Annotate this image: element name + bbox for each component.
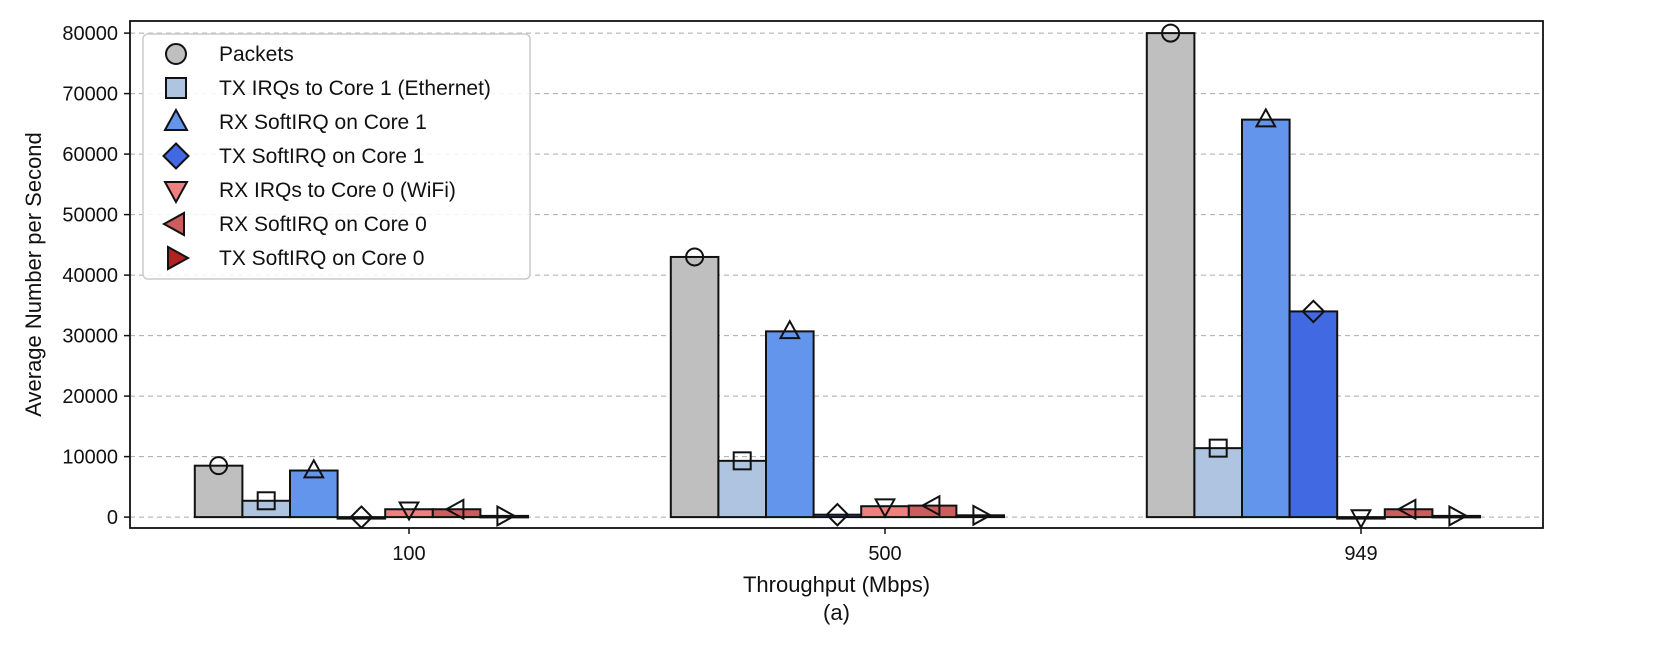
bar-marker [1301, 299, 1326, 324]
y-tick-label: 70000 [62, 84, 118, 106]
x-tick-label: 500 [868, 543, 901, 565]
bar [1383, 508, 1434, 519]
legend-marker [167, 245, 191, 271]
y-tick-label: 10000 [62, 447, 118, 469]
bar-marker [972, 504, 993, 527]
y-tick-label: 0 [107, 507, 118, 529]
bar-marker [778, 319, 801, 340]
y-tick-label: 50000 [62, 205, 118, 227]
bar-marker [920, 494, 941, 517]
legend-marker [162, 142, 190, 170]
bar [669, 255, 720, 519]
bar [336, 516, 387, 520]
bar-marker [1208, 438, 1228, 458]
legend-label: RX SoftIRQ on Core 0 [219, 213, 427, 236]
legend-label: Packets [219, 43, 294, 66]
bar [1193, 447, 1244, 519]
bar [765, 330, 815, 519]
legend-marker [165, 43, 187, 65]
bar [812, 513, 863, 519]
bar-marker [1448, 504, 1469, 527]
y-axis-ticks: 0 10000 20000 30000 40000 50000 60000 70000 8000… [62, 23, 130, 529]
bar [1288, 310, 1339, 519]
legend-marker [163, 181, 189, 205]
bar-marker [302, 458, 325, 479]
bar-marker [1396, 498, 1417, 521]
bar-marker [1349, 509, 1373, 530]
bar-marker [496, 504, 517, 527]
x-axis-label: Throughput (Mbps) [743, 572, 930, 597]
bar [1241, 118, 1291, 519]
legend-marker [161, 211, 185, 237]
x-tick-label: 949 [1344, 543, 1377, 565]
bar-marker [825, 502, 850, 527]
bar-marker [256, 491, 276, 511]
bar [431, 508, 482, 519]
bar-marker [1254, 107, 1277, 128]
y-tick-label: 30000 [62, 326, 118, 348]
bar-marker [685, 247, 705, 267]
bar [384, 508, 434, 519]
legend-box [142, 33, 531, 280]
y-tick-label: 20000 [62, 386, 118, 408]
bars [193, 32, 1482, 520]
bar-marker [1161, 23, 1181, 43]
bar [1145, 32, 1196, 519]
bar-marker [873, 498, 897, 519]
bar [955, 514, 1006, 519]
bar [1431, 514, 1482, 519]
bar-marker [732, 451, 752, 471]
y-tick-label: 80000 [62, 23, 118, 45]
legend-label: RX IRQs to Core 0 (WiFi) [219, 179, 456, 202]
legend-label: TX SoftIRQ on Core 1 [219, 145, 424, 168]
bar [479, 514, 529, 519]
legend: Packets TX IRQs to Core 1 (Ethernet) RX So… [142, 33, 531, 280]
bar [1336, 516, 1386, 520]
bar-marker [444, 498, 465, 521]
legend-label: TX SoftIRQ on Core 0 [219, 247, 424, 270]
bar-marker [209, 456, 229, 476]
legend-label: TX IRQs to Core 1 (Ethernet) [219, 77, 491, 100]
bar-marker [397, 501, 421, 522]
legend-marker [165, 77, 187, 99]
figure-caption: (a) [823, 600, 850, 625]
legend-marker [163, 107, 189, 131]
y-axis-label: Average Number per Second [21, 132, 46, 417]
x-axis-ticks: 100 500 949 [392, 528, 1378, 565]
x-tick-label: 100 [392, 543, 425, 565]
y-tick-label: 40000 [62, 265, 118, 287]
y-tick-label: 60000 [62, 144, 118, 166]
legend-label: RX SoftIRQ on Core 1 [219, 111, 427, 134]
bar-markers [209, 23, 1469, 530]
